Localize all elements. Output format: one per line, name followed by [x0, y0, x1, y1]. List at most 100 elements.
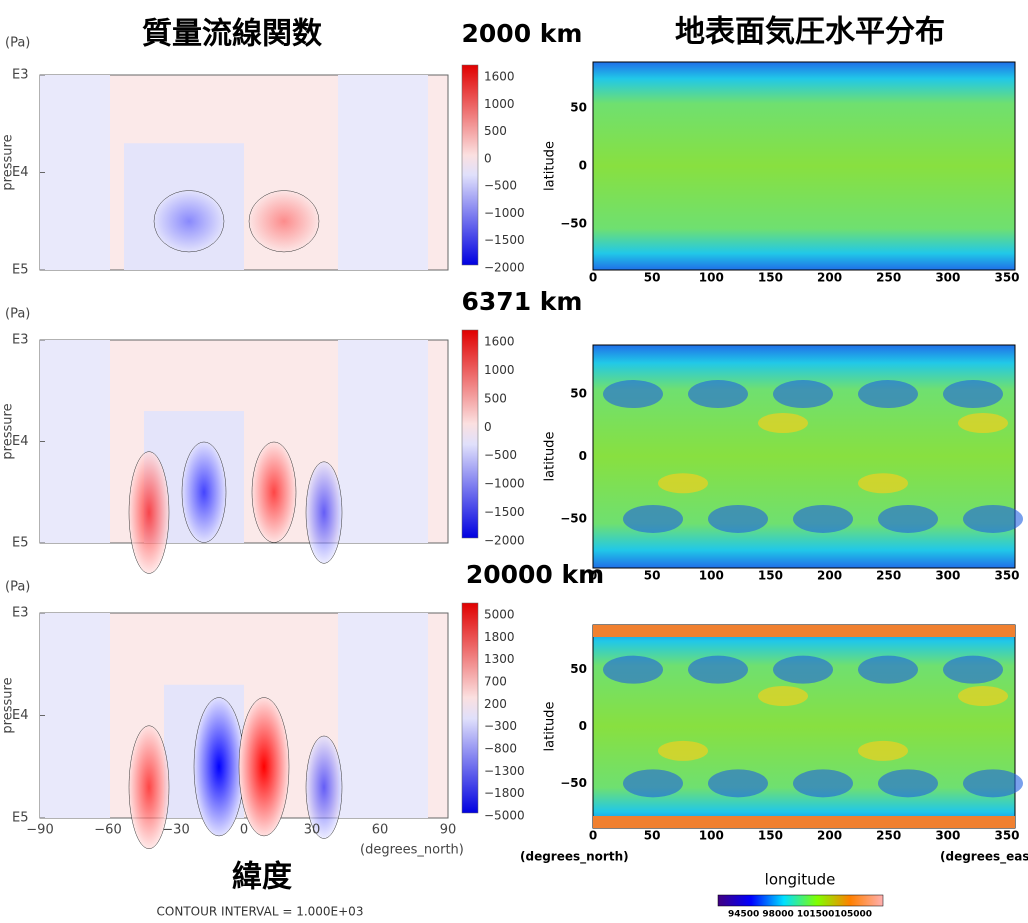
map-feature — [858, 380, 918, 408]
map-x-tick-label: 350 — [994, 569, 1019, 583]
x-tick-label: 90 — [440, 823, 457, 838]
map-x-tick-label: 200 — [817, 829, 842, 843]
map-feature — [623, 769, 683, 797]
cell — [306, 462, 342, 564]
left-title: 質量流線関数 — [142, 17, 323, 52]
colorbar-label: −2000 — [484, 261, 525, 275]
colorbar-label: −1500 — [484, 233, 525, 247]
x-tick-label: 0 — [240, 823, 248, 838]
colorbar-label: 700 — [484, 675, 507, 689]
cell — [252, 442, 296, 542]
map-feature — [958, 686, 1008, 706]
map-feature — [623, 505, 683, 533]
map-x-tick-label: 350 — [994, 829, 1019, 843]
colorbar-label: −2000 — [484, 534, 525, 548]
neg-region — [40, 613, 110, 818]
map-x-tick-label: 300 — [935, 569, 960, 583]
map-y-tick-label: 50 — [570, 387, 587, 401]
map-y-label: latitude — [543, 432, 558, 482]
map-feature — [793, 505, 853, 533]
map-bg — [593, 345, 1015, 568]
map-x-tick-label: 300 — [935, 271, 960, 285]
colorbar-label: −300 — [484, 719, 517, 733]
y-tick-label: E5 — [12, 263, 29, 278]
colorbar-label: −1500 — [484, 505, 525, 519]
map-feature — [593, 816, 1015, 828]
map-x-tick-label: 100 — [699, 569, 724, 583]
neg-region — [40, 340, 110, 543]
panel-label: 20000 km — [466, 560, 604, 589]
colorbar-label: 1000 — [484, 363, 515, 377]
map-x-tick-label: 50 — [644, 271, 661, 285]
cell — [154, 191, 224, 252]
map-x-tick-label: 0 — [589, 271, 597, 285]
map-feature — [963, 769, 1023, 797]
map-feature — [593, 625, 1015, 637]
map-y-tick-label: 0 — [579, 449, 587, 463]
cell — [249, 191, 319, 252]
y-tick-label: E4 — [12, 434, 29, 449]
map-x-tick-label: 100 — [699, 829, 724, 843]
right-title: 地表面気圧水平分布 — [675, 15, 945, 50]
neg-region — [338, 613, 428, 818]
map-y-tick-label: −50 — [560, 217, 587, 231]
map-bg — [593, 62, 1015, 270]
colorbar-label: 5000 — [484, 608, 515, 622]
x-tick-label: 60 — [372, 823, 389, 838]
x-tick-label: −30 — [162, 823, 189, 838]
map-feature — [958, 413, 1008, 433]
y-label: pressure — [1, 403, 16, 459]
colorbar-label: 1600 — [484, 70, 515, 84]
map-x-tick-label: 300 — [935, 829, 960, 843]
neg-region — [338, 340, 428, 543]
map-x-tick-label: 0 — [589, 829, 597, 843]
x-unit: (degrees_north) — [360, 843, 464, 858]
cell — [129, 452, 169, 574]
map-x-tick-label: 150 — [758, 569, 783, 583]
y-tick-label: E3 — [12, 606, 29, 621]
map-x-tick-label: 250 — [876, 569, 901, 583]
map-feature — [858, 656, 918, 684]
y-tick-label: E3 — [12, 68, 29, 83]
y-label: pressure — [1, 134, 16, 190]
map-x-unit: (degrees_east) — [940, 850, 1028, 865]
x-tick-label: −60 — [94, 823, 121, 838]
map-feature — [603, 656, 663, 684]
map-feature — [708, 505, 768, 533]
colorbar-label: −1300 — [484, 764, 525, 778]
colorbar-label: 1800 — [484, 630, 515, 644]
map-feature — [708, 769, 768, 797]
colorbar-label: −5000 — [484, 809, 525, 823]
map-feature — [878, 505, 938, 533]
map-x-tick-label: 200 — [817, 271, 842, 285]
map-colorbar-labels: 94500 98000 101500105000 — [728, 910, 872, 920]
map-x-unit: (degrees_north) — [520, 850, 629, 865]
neg-region — [40, 75, 110, 270]
colorbar-label: 0 — [484, 151, 492, 165]
map-feature — [858, 473, 908, 493]
map-feature — [758, 686, 808, 706]
y-tick-label: E4 — [12, 708, 29, 723]
map-x-tick-label: 350 — [994, 271, 1019, 285]
x-tick-label: −90 — [26, 823, 53, 838]
map-y-tick-label: −50 — [560, 511, 587, 525]
figure: 質量流線関数 地表面気圧水平分布 緯度 CONTOUR INTERVAL = 1… — [0, 0, 1028, 923]
map-x-tick-label: 250 — [876, 829, 901, 843]
y-tick-label: E5 — [12, 536, 29, 551]
map-feature — [963, 505, 1023, 533]
map-feature — [603, 380, 663, 408]
colorbar-label: 1600 — [484, 335, 515, 349]
map-y-label: latitude — [543, 141, 558, 191]
colorbar-label: −500 — [484, 179, 517, 193]
cell — [239, 698, 289, 836]
map-y-tick-label: 50 — [570, 100, 587, 114]
colorbar-label: −1000 — [484, 477, 525, 491]
cell — [182, 442, 226, 542]
map-x-tick-label: 100 — [699, 271, 724, 285]
map-feature — [793, 769, 853, 797]
panel-label: 6371 km — [462, 287, 583, 316]
contour-note: CONTOUR INTERVAL = 1.000E+03 — [157, 905, 364, 919]
map-x-tick-label: 150 — [758, 271, 783, 285]
colorbar-label: −800 — [484, 742, 517, 756]
map-x-tick-label: 150 — [758, 829, 783, 843]
